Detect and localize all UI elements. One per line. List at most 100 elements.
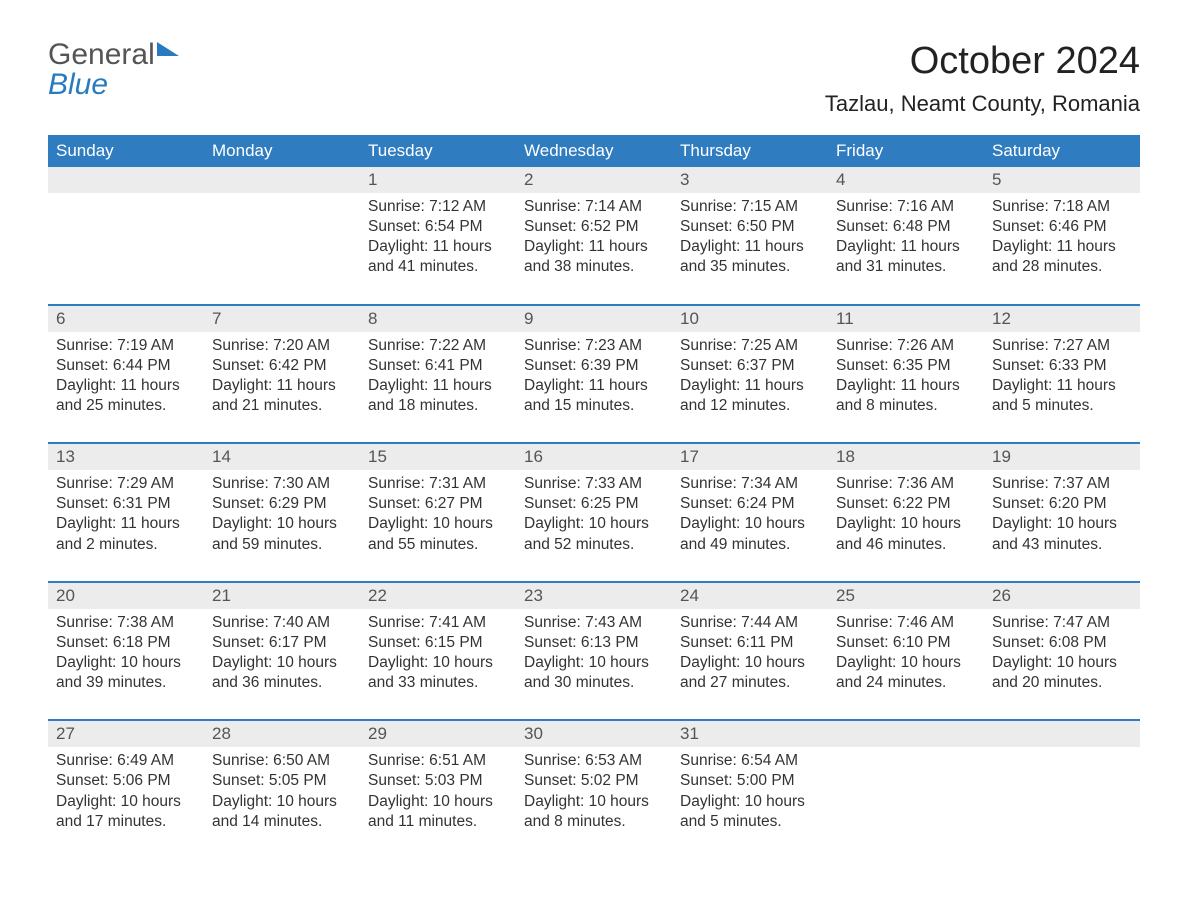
day-info-line: Sunrise: 7:27 AM bbox=[992, 336, 1132, 356]
day-content-row: Sunrise: 7:38 AMSunset: 6:18 PMDaylight:… bbox=[48, 609, 1140, 721]
day-number-cell: 23 bbox=[516, 583, 672, 609]
col-thu: Thursday bbox=[672, 135, 828, 167]
day-info-line: Daylight: 10 hours bbox=[836, 653, 976, 673]
day-info-line: and 35 minutes. bbox=[680, 257, 820, 277]
col-fri: Friday bbox=[828, 135, 984, 167]
day-info-line: Daylight: 11 hours bbox=[212, 376, 352, 396]
day-info-line: Sunrise: 7:36 AM bbox=[836, 474, 976, 494]
day-info-line: Sunrise: 7:41 AM bbox=[368, 613, 508, 633]
day-number-cell bbox=[984, 721, 1140, 747]
day-number-cell: 24 bbox=[672, 583, 828, 609]
day-info-line: Sunrise: 7:23 AM bbox=[524, 336, 664, 356]
day-content-cell: Sunrise: 7:14 AMSunset: 6:52 PMDaylight:… bbox=[516, 193, 672, 305]
day-info-line: Sunrise: 7:25 AM bbox=[680, 336, 820, 356]
logo: General Blue bbox=[48, 40, 179, 100]
day-info-line: Sunrise: 7:46 AM bbox=[836, 613, 976, 633]
day-info-line: Sunset: 6:08 PM bbox=[992, 633, 1132, 653]
day-info-line: and 30 minutes. bbox=[524, 673, 664, 693]
day-info-line: and 18 minutes. bbox=[368, 396, 508, 416]
day-content-cell bbox=[828, 747, 984, 858]
day-number-cell: 22 bbox=[360, 583, 516, 609]
day-number-cell: 17 bbox=[672, 444, 828, 470]
day-info-line: and 24 minutes. bbox=[836, 673, 976, 693]
day-info-line: Daylight: 10 hours bbox=[368, 792, 508, 812]
day-info-line: Daylight: 10 hours bbox=[368, 514, 508, 534]
day-number-row: 13141516171819 bbox=[48, 444, 1140, 470]
day-info-line: Sunrise: 7:16 AM bbox=[836, 197, 976, 217]
day-info-line: and 5 minutes. bbox=[680, 812, 820, 832]
day-info-line: and 43 minutes. bbox=[992, 535, 1132, 555]
day-info-line: Sunset: 6:22 PM bbox=[836, 494, 976, 514]
day-info-line: and 55 minutes. bbox=[368, 535, 508, 555]
day-info-line: Daylight: 11 hours bbox=[524, 376, 664, 396]
day-info-line: and 5 minutes. bbox=[992, 396, 1132, 416]
day-info-line: Sunset: 5:03 PM bbox=[368, 771, 508, 791]
day-content-cell: Sunrise: 7:46 AMSunset: 6:10 PMDaylight:… bbox=[828, 609, 984, 721]
day-info-line: Sunset: 6:10 PM bbox=[836, 633, 976, 653]
day-info-line: Sunrise: 7:31 AM bbox=[368, 474, 508, 494]
day-info-line: Daylight: 11 hours bbox=[368, 376, 508, 396]
day-info-line: and 20 minutes. bbox=[992, 673, 1132, 693]
day-info-line: Sunrise: 6:53 AM bbox=[524, 751, 664, 771]
day-content-cell: Sunrise: 7:19 AMSunset: 6:44 PMDaylight:… bbox=[48, 332, 204, 444]
day-info-line: Daylight: 11 hours bbox=[680, 237, 820, 257]
day-number-cell: 29 bbox=[360, 721, 516, 747]
location-subtitle: Tazlau, Neamt County, Romania bbox=[825, 91, 1140, 117]
day-info-line: and 31 minutes. bbox=[836, 257, 976, 277]
day-info-line: Daylight: 11 hours bbox=[524, 237, 664, 257]
day-info-line: Sunrise: 7:34 AM bbox=[680, 474, 820, 494]
day-info-line: and 39 minutes. bbox=[56, 673, 196, 693]
day-info-line: Daylight: 11 hours bbox=[992, 237, 1132, 257]
day-info-line: Daylight: 10 hours bbox=[680, 514, 820, 534]
day-content-cell: Sunrise: 7:40 AMSunset: 6:17 PMDaylight:… bbox=[204, 609, 360, 721]
day-info-line: Daylight: 11 hours bbox=[56, 514, 196, 534]
day-info-line: Sunrise: 7:29 AM bbox=[56, 474, 196, 494]
logo-part1: General bbox=[48, 38, 155, 71]
day-content-cell: Sunrise: 7:22 AMSunset: 6:41 PMDaylight:… bbox=[360, 332, 516, 444]
day-number-cell: 4 bbox=[828, 167, 984, 193]
day-info-line: Sunset: 6:42 PM bbox=[212, 356, 352, 376]
day-info-line: Daylight: 10 hours bbox=[836, 514, 976, 534]
day-info-line: Sunrise: 7:38 AM bbox=[56, 613, 196, 633]
day-content-cell: Sunrise: 7:23 AMSunset: 6:39 PMDaylight:… bbox=[516, 332, 672, 444]
day-content-cell: Sunrise: 7:18 AMSunset: 6:46 PMDaylight:… bbox=[984, 193, 1140, 305]
day-info-line: Daylight: 10 hours bbox=[212, 514, 352, 534]
day-info-line: Sunset: 6:25 PM bbox=[524, 494, 664, 514]
day-info-line: Sunrise: 7:19 AM bbox=[56, 336, 196, 356]
day-content-cell: Sunrise: 6:51 AMSunset: 5:03 PMDaylight:… bbox=[360, 747, 516, 858]
day-info-line: Sunrise: 7:40 AM bbox=[212, 613, 352, 633]
day-content-cell: Sunrise: 7:30 AMSunset: 6:29 PMDaylight:… bbox=[204, 470, 360, 582]
day-info-line: Sunset: 6:29 PM bbox=[212, 494, 352, 514]
day-number-cell: 31 bbox=[672, 721, 828, 747]
day-info-line: and 21 minutes. bbox=[212, 396, 352, 416]
day-number-cell bbox=[204, 167, 360, 193]
day-number-cell: 13 bbox=[48, 444, 204, 470]
day-info-line: Sunrise: 7:33 AM bbox=[524, 474, 664, 494]
day-info-line: and 11 minutes. bbox=[368, 812, 508, 832]
day-info-line: Sunrise: 7:22 AM bbox=[368, 336, 508, 356]
day-info-line: Sunset: 6:35 PM bbox=[836, 356, 976, 376]
day-number-cell: 2 bbox=[516, 167, 672, 193]
day-info-line: Daylight: 10 hours bbox=[524, 792, 664, 812]
day-number-cell: 7 bbox=[204, 306, 360, 332]
day-info-line: Sunrise: 7:18 AM bbox=[992, 197, 1132, 217]
day-info-line: Sunset: 6:48 PM bbox=[836, 217, 976, 237]
day-number-cell: 1 bbox=[360, 167, 516, 193]
day-info-line: Sunset: 6:44 PM bbox=[56, 356, 196, 376]
day-number-cell: 25 bbox=[828, 583, 984, 609]
day-content-cell: Sunrise: 7:27 AMSunset: 6:33 PMDaylight:… bbox=[984, 332, 1140, 444]
day-info-line: Daylight: 11 hours bbox=[680, 376, 820, 396]
day-info-line: and 12 minutes. bbox=[680, 396, 820, 416]
day-content-cell: Sunrise: 7:20 AMSunset: 6:42 PMDaylight:… bbox=[204, 332, 360, 444]
day-content-cell: Sunrise: 7:41 AMSunset: 6:15 PMDaylight:… bbox=[360, 609, 516, 721]
day-content-cell bbox=[48, 193, 204, 305]
month-title: October 2024 bbox=[825, 40, 1140, 83]
day-info-line: Sunset: 6:41 PM bbox=[368, 356, 508, 376]
day-number-row: 6789101112 bbox=[48, 306, 1140, 332]
day-content-cell: Sunrise: 6:50 AMSunset: 5:05 PMDaylight:… bbox=[204, 747, 360, 858]
day-content-cell: Sunrise: 7:29 AMSunset: 6:31 PMDaylight:… bbox=[48, 470, 204, 582]
day-number-cell: 21 bbox=[204, 583, 360, 609]
day-info-line: and 46 minutes. bbox=[836, 535, 976, 555]
day-info-line: and 36 minutes. bbox=[212, 673, 352, 693]
day-content-row: Sunrise: 6:49 AMSunset: 5:06 PMDaylight:… bbox=[48, 747, 1140, 858]
